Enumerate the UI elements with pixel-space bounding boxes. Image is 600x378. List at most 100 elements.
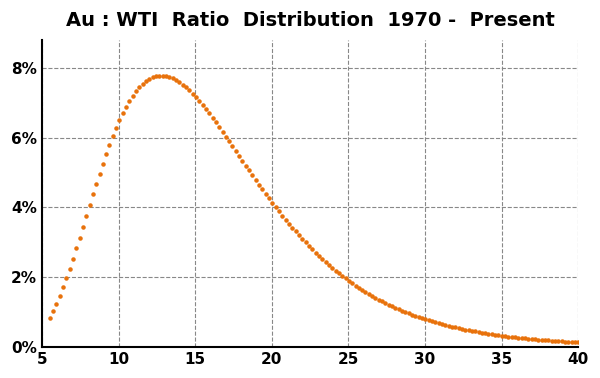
- Point: [374, 297, 383, 303]
- Point: [264, 195, 274, 201]
- Point: [481, 330, 490, 336]
- Point: [407, 311, 417, 318]
- Point: [427, 318, 437, 324]
- Point: [410, 313, 420, 319]
- Point: [397, 308, 407, 314]
- Point: [417, 315, 427, 321]
- Point: [268, 200, 277, 206]
- Point: [271, 204, 281, 210]
- Point: [484, 331, 493, 337]
- Point: [500, 333, 510, 339]
- Point: [387, 303, 397, 309]
- Point: [121, 104, 131, 110]
- Point: [540, 337, 550, 343]
- Point: [570, 339, 580, 345]
- Point: [95, 170, 104, 177]
- Point: [384, 302, 394, 308]
- Point: [231, 148, 241, 154]
- Point: [145, 76, 154, 82]
- Point: [447, 324, 457, 330]
- Point: [238, 158, 247, 164]
- Point: [301, 239, 310, 245]
- Point: [464, 327, 473, 333]
- Point: [563, 339, 573, 345]
- Point: [178, 82, 187, 88]
- Point: [241, 163, 251, 169]
- Point: [88, 191, 98, 197]
- Point: [58, 285, 68, 291]
- Point: [550, 338, 560, 344]
- Point: [148, 74, 157, 80]
- Point: [291, 228, 301, 234]
- Point: [278, 212, 287, 218]
- Point: [421, 316, 430, 322]
- Point: [520, 335, 530, 341]
- Point: [431, 319, 440, 325]
- Point: [112, 125, 121, 131]
- Point: [414, 314, 424, 320]
- Point: [65, 266, 74, 272]
- Point: [367, 293, 377, 299]
- Point: [218, 129, 227, 135]
- Point: [45, 314, 55, 321]
- Point: [530, 336, 540, 342]
- Point: [524, 336, 533, 342]
- Point: [61, 275, 71, 281]
- Point: [544, 338, 553, 344]
- Point: [307, 246, 317, 253]
- Point: [424, 317, 433, 323]
- Point: [304, 243, 314, 249]
- Point: [128, 93, 137, 99]
- Point: [201, 106, 211, 112]
- Point: [380, 300, 390, 306]
- Point: [115, 117, 124, 123]
- Point: [347, 280, 357, 286]
- Point: [131, 88, 141, 94]
- Point: [294, 232, 304, 238]
- Point: [261, 191, 271, 197]
- Point: [477, 330, 487, 336]
- Point: [235, 153, 244, 159]
- Point: [451, 324, 460, 330]
- Point: [181, 84, 191, 90]
- Point: [198, 102, 208, 108]
- Point: [311, 249, 320, 256]
- Point: [194, 98, 204, 104]
- Point: [254, 181, 264, 187]
- Point: [394, 306, 404, 312]
- Point: [351, 282, 361, 288]
- Point: [533, 336, 543, 342]
- Point: [557, 338, 566, 344]
- Point: [358, 287, 367, 293]
- Point: [434, 320, 443, 326]
- Point: [334, 270, 344, 276]
- Point: [104, 142, 114, 148]
- Point: [257, 186, 267, 192]
- Point: [227, 143, 237, 149]
- Point: [205, 110, 214, 116]
- Point: [141, 78, 151, 84]
- Point: [457, 326, 467, 332]
- Point: [211, 119, 221, 125]
- Point: [78, 224, 88, 230]
- Point: [108, 133, 118, 139]
- Point: [337, 273, 347, 279]
- Point: [324, 262, 334, 268]
- Point: [364, 291, 374, 297]
- Point: [537, 337, 547, 343]
- Point: [497, 333, 506, 339]
- Point: [554, 338, 563, 344]
- Point: [168, 75, 178, 81]
- Point: [298, 236, 307, 242]
- Point: [55, 293, 64, 299]
- Point: [474, 329, 484, 335]
- Point: [155, 73, 164, 79]
- Point: [244, 167, 254, 174]
- Point: [503, 333, 513, 339]
- Point: [284, 221, 294, 227]
- Point: [321, 259, 331, 265]
- Point: [547, 338, 556, 344]
- Point: [224, 138, 234, 144]
- Point: [274, 208, 284, 214]
- Point: [440, 322, 450, 328]
